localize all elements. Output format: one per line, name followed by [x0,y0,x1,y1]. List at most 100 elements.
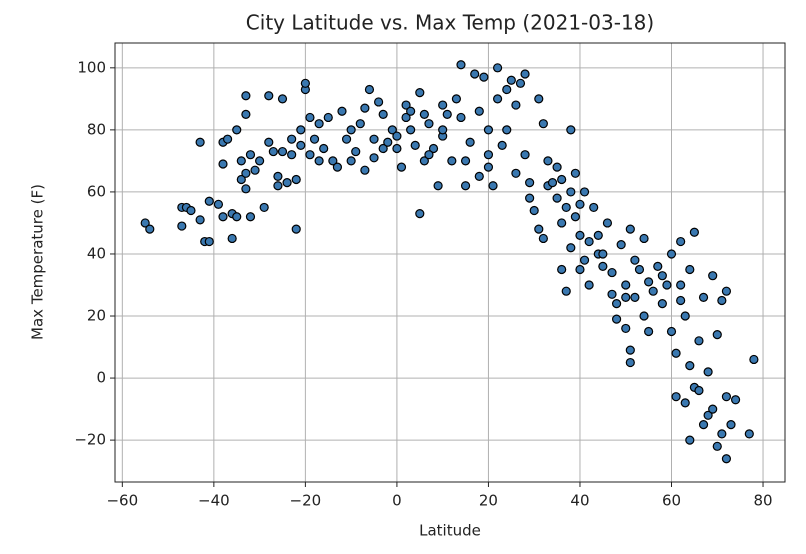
point [520,69,530,79]
point [300,78,310,88]
point [474,106,484,116]
point [625,345,635,355]
point [529,205,539,216]
point [625,224,635,234]
point [273,181,283,191]
point [621,292,631,303]
point [557,174,567,185]
point [511,168,521,178]
point [360,103,370,113]
point [639,311,649,321]
point [680,398,690,408]
point [428,143,439,154]
point [360,165,370,175]
point [515,78,526,88]
point [433,181,443,191]
point [625,357,635,368]
point [680,311,690,321]
point [346,125,356,135]
y-tick-label: −20 [74,431,106,449]
y-axis-label: Max Temperature (F) [29,184,47,340]
chart-title: City Latitude vs. Max Temp (2021-03-18) [246,11,654,35]
point [337,106,347,116]
point [634,264,645,275]
point [611,299,622,309]
point [744,429,754,439]
point [557,218,567,228]
point [392,143,402,154]
point [341,134,352,144]
point [364,84,375,95]
point [721,286,732,296]
point [534,94,544,104]
point [575,230,585,240]
point [328,156,338,166]
point [611,314,622,324]
grid [115,43,785,482]
point [483,162,494,172]
point [447,156,457,166]
point [534,224,544,234]
point [639,233,649,244]
point [703,410,713,420]
point [273,171,283,182]
point [607,289,617,299]
point [492,63,503,73]
point [438,100,448,110]
point [502,125,512,135]
point [218,159,228,169]
point [396,162,407,172]
point [314,119,324,129]
point [241,168,251,178]
point [566,243,576,253]
point [717,295,727,306]
point [730,395,741,405]
point [579,255,590,265]
point [570,168,580,178]
point [195,215,205,225]
point [708,404,718,414]
point [653,261,663,271]
point [602,218,613,228]
y-tick-label: 0 [96,369,106,387]
point [666,249,677,259]
point [671,392,681,402]
point [698,420,709,430]
point [502,84,512,95]
point [511,100,521,110]
point [547,178,558,188]
point [305,150,315,160]
point [575,199,585,209]
point [236,156,246,166]
point [657,271,667,281]
point [538,119,548,129]
point [694,336,704,346]
point [218,212,228,222]
point [689,227,699,237]
point [616,240,626,250]
plot-frame [114,42,786,483]
point [245,212,256,222]
point [232,125,242,135]
point [497,140,507,150]
point [607,267,617,278]
point [726,420,736,430]
point [291,224,301,234]
point [213,199,224,209]
point [204,236,214,247]
point [374,97,384,107]
point [630,255,640,265]
point [424,150,434,160]
point [264,137,274,147]
point [474,171,484,182]
point [314,156,324,166]
point [685,361,695,371]
point [241,109,251,119]
point [552,162,562,172]
point [277,94,288,104]
point [424,119,434,129]
point [291,174,301,185]
point [566,125,576,135]
point [177,221,187,231]
point [456,60,466,70]
